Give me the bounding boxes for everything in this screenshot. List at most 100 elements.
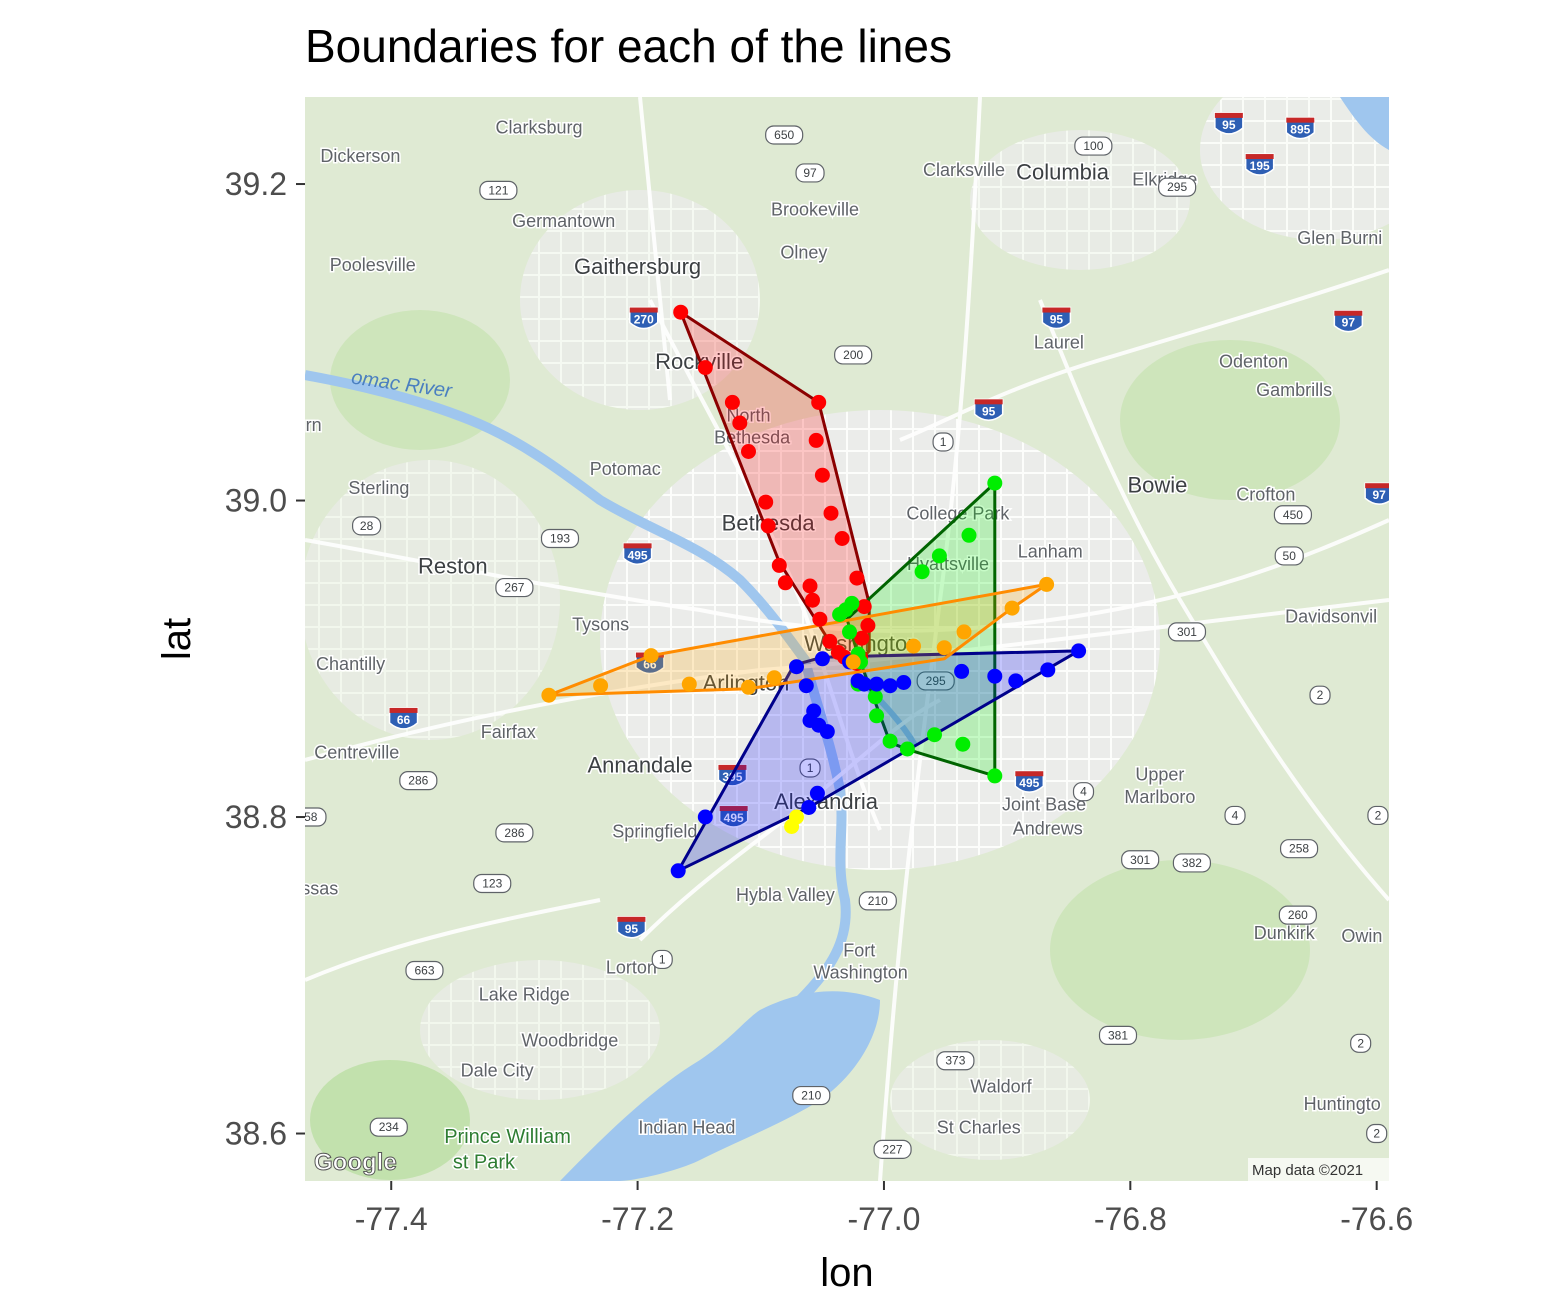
route-shield-icon: 2 [1350,1033,1372,1053]
svg-text:123: 123 [482,876,502,890]
station-point [1039,576,1055,592]
route-shield-icon: 193 [540,528,580,549]
route-shield-icon: 2 [1367,805,1389,826]
potomac-estuary [560,991,880,1181]
urban-area-baltimore [1200,97,1389,240]
place-label: Dickerson [320,146,400,166]
station-point [882,733,898,749]
place-label: Centreville [314,742,399,762]
y-tick-label: 39.2 [225,166,287,202]
svg-text:301: 301 [1130,853,1150,867]
place-label: Marlboro [1124,787,1195,807]
route-shield-icon: 301 [1167,622,1207,642]
station-point [936,640,952,656]
svg-text:97: 97 [1342,316,1356,330]
svg-text:28: 28 [360,519,374,533]
station-point [805,592,820,608]
place-label: Dale City [461,1061,534,1081]
place-label: Tysons [572,614,629,634]
station-point [814,651,830,667]
station-point [724,394,740,410]
svg-text:193: 193 [550,532,570,546]
place-label: Reston [418,553,488,578]
station-point [812,611,828,627]
interstate-shield-icon: 95 [973,398,1004,422]
x-axis-title: lon [820,1251,873,1295]
station-point [801,800,817,815]
interstate-shield-icon: 95 [616,916,647,939]
station-point [914,564,930,580]
route-shield-icon: 373 [936,1051,975,1071]
y-tick-label: 38.8 [225,799,287,835]
station-point [593,678,609,694]
route-shield-icon: 650 [765,125,804,145]
interstate-shield-icon: 66 [388,707,419,730]
station-point [927,727,942,743]
station-point [867,689,883,705]
interstate-shield-icon: 97 [1333,309,1364,333]
place-label: Indian Head [638,1118,735,1138]
x-tick-label: -76.8 [1094,1201,1167,1237]
route-shield-icon: 286 [495,823,534,843]
svg-text:97: 97 [1372,488,1386,502]
station-point [987,475,1003,491]
station-point [643,648,659,664]
svg-text:382: 382 [1182,856,1202,870]
park-area [1050,860,1310,1040]
route-shield-icon: 382 [1172,853,1212,873]
station-point [832,607,848,622]
place-label: Glen Burni [1297,228,1382,248]
station-point [961,527,977,543]
route-shield-icon: 227 [873,1139,912,1159]
place-label: Gambrills [1256,380,1332,400]
station-point [741,679,756,695]
place-label: Clarksville [923,160,1005,180]
station-point [760,518,776,534]
y-axis: 38.6 38.8 39.0 39.2 [225,166,305,1152]
station-point [1008,673,1024,689]
station-point [1071,643,1087,659]
svg-text:260: 260 [1288,908,1308,922]
place-label: Huntingto [1304,1094,1381,1114]
x-axis: -77.4 -77.2 -77.0 -76.8 -76.6 [355,1181,1413,1237]
svg-text:495: 495 [1019,776,1039,790]
station-point [732,415,748,431]
route-shield-icon: 267 [495,577,534,598]
station-point [808,432,824,448]
urban-area-dc [600,410,1160,870]
park-label: Prince William [444,1126,571,1148]
svg-text:95: 95 [625,922,639,936]
place-label: Olney [780,242,827,262]
station-point [822,633,838,649]
map-attribution-text: Map data ©2021 [1252,1162,1363,1179]
route-shield-icon: 210 [792,1085,831,1106]
chart-title: Boundaries for each of the lines [305,20,952,72]
svg-text:295: 295 [1167,180,1187,194]
svg-text:95: 95 [982,404,996,418]
svg-text:210: 210 [868,894,888,908]
route-shield-icon: 1 [932,432,954,452]
route-shield-icon: 50 [1274,546,1304,566]
svg-text:373: 373 [945,1054,965,1068]
route-shield-icon: 295 [916,671,955,691]
station-point [955,736,971,752]
route-shield-icon: 301 [1121,850,1160,870]
place-label: rn [306,415,322,435]
place-label: Brookeville [771,200,859,220]
x-tick-label: -76.6 [1340,1201,1413,1237]
place-label: Joint Base [1002,795,1086,815]
interstate-shield-icon: 97 [1364,482,1389,505]
place-label: Waldorf [970,1076,1032,1096]
station-point [789,809,804,825]
station-point [842,624,857,640]
route-shield-icon: 1 [799,758,821,778]
svg-text:4: 4 [1080,785,1087,799]
basemap: Clarksburg Dickerson Germantown Gaithersbur… [301,97,1389,1181]
google-logo: Google [314,1149,398,1177]
place-label: Fairfax [481,722,536,742]
place-label: ssas [301,879,338,899]
urban-area-reston [305,460,560,740]
route-shield-icon: 234 [369,1117,408,1137]
x-tick-label: -77.0 [847,1201,920,1237]
station-point [771,557,787,573]
